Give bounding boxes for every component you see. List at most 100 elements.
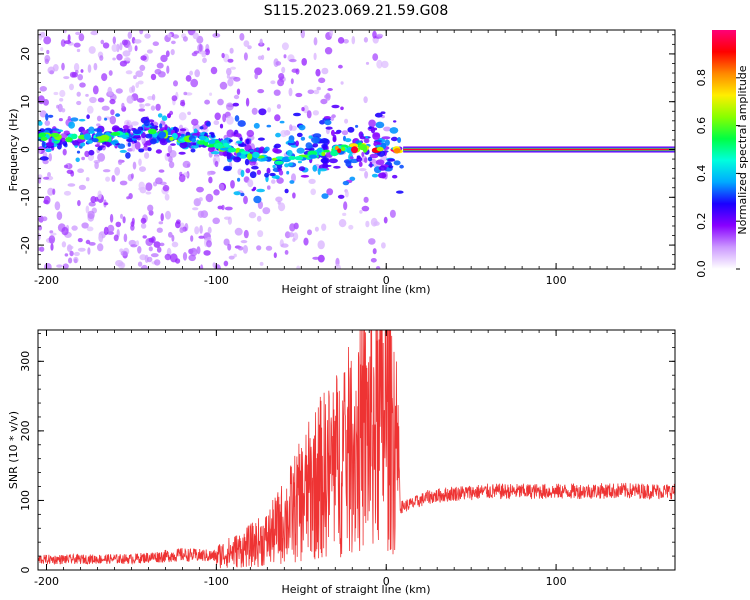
heatmap-blob	[202, 57, 207, 64]
heatmap-blob	[179, 227, 184, 234]
heatmap-blob	[153, 241, 161, 248]
heatmap-blob	[190, 235, 194, 242]
heatmap-blob	[310, 188, 317, 196]
heatmap-blob	[296, 147, 305, 154]
heatmap-blob	[119, 149, 127, 153]
heatmap-blob	[358, 161, 363, 167]
heatmap-blob	[362, 146, 368, 153]
heatmap-blob	[167, 33, 172, 38]
heatmap-blob	[140, 223, 147, 229]
heatmap-blob	[145, 182, 153, 191]
heatmap-blob	[355, 124, 359, 128]
heatmap-blob	[131, 121, 139, 126]
heatmap-blob	[340, 146, 346, 152]
heatmap-blob	[242, 245, 248, 254]
heatmap-blob	[191, 138, 197, 143]
heatmap-blob	[371, 173, 379, 178]
snr-xtick-label: 100	[546, 575, 567, 588]
heatmap-blob	[81, 156, 85, 161]
heatmap-blob	[130, 221, 135, 227]
heatmap-blob	[43, 176, 50, 180]
heatmap-blob	[207, 139, 216, 144]
heatmap-blob	[63, 164, 69, 169]
heatmap-blob	[79, 82, 86, 88]
heatmap-blob	[288, 87, 293, 97]
heatmap-blob	[393, 148, 401, 153]
heatmap-blob	[122, 216, 126, 224]
heatmap-blob	[136, 97, 145, 103]
heatmap-blob	[189, 247, 198, 257]
heatmap-blob	[393, 120, 397, 123]
heatmap-blob	[196, 246, 201, 255]
heatmap-blob	[91, 138, 99, 143]
heatmap-blob	[288, 232, 295, 238]
heatmap-blob	[93, 128, 101, 132]
snr-xtick-label: -200	[34, 575, 59, 588]
heatmap-blob	[106, 231, 114, 235]
heatmap-blob	[230, 180, 235, 189]
heatmap-blob	[205, 193, 214, 203]
heatmap-blob	[194, 226, 200, 235]
heatmap-blob	[237, 120, 246, 127]
heatmap-blob	[97, 243, 104, 252]
heatmap-blob	[135, 240, 140, 247]
heatmap-blob	[368, 238, 376, 245]
heatmap-blob	[112, 57, 116, 61]
heatmap-blob	[338, 219, 347, 228]
heatmap-blob	[296, 132, 303, 138]
heatmap-blob	[137, 261, 143, 267]
heatmap-blob	[165, 50, 170, 57]
heatmap-blob	[214, 190, 220, 196]
heatmap-blob	[154, 259, 161, 266]
heatmap-blob	[349, 176, 356, 181]
heatmap-blob	[240, 169, 245, 178]
heatmap-blob	[160, 54, 168, 63]
heatmap-blob	[86, 139, 94, 144]
heatmap-carrier-line	[403, 148, 675, 151]
heatmap-blob	[167, 145, 173, 154]
heatmap-blob	[348, 224, 354, 230]
heatmap-blob	[192, 207, 199, 211]
spectrogram-xtick-label: -200	[34, 274, 59, 287]
heatmap-blob	[340, 81, 344, 85]
heatmap-blob	[229, 47, 234, 54]
heatmap-blob	[159, 138, 168, 146]
heatmap-blob	[363, 37, 368, 43]
heatmap-blob	[73, 251, 80, 257]
heatmap-blob	[226, 74, 231, 79]
heatmap-blob	[262, 207, 271, 215]
heatmap-blob	[301, 58, 308, 66]
heatmap-blob	[67, 116, 72, 121]
heatmap-blob	[287, 139, 295, 144]
heatmap-blob	[110, 141, 116, 145]
heatmap-blob	[166, 153, 170, 157]
heatmap-blob	[171, 95, 178, 102]
heatmap-blob	[68, 121, 75, 129]
heatmap-blob	[396, 190, 404, 194]
heatmap-blob	[39, 156, 49, 161]
heatmap-blob	[182, 160, 191, 168]
heatmap-blob	[99, 55, 104, 61]
colorbar-tick-label: 0.0	[695, 260, 708, 278]
heatmap-blob	[345, 160, 352, 167]
heatmap-blob	[280, 130, 288, 138]
heatmap-blob	[219, 123, 224, 129]
heatmap-blob	[130, 173, 134, 180]
heatmap-blob	[90, 30, 99, 36]
heatmap-blob	[234, 227, 243, 236]
heatmap-blob	[239, 137, 243, 142]
heatmap-blob	[258, 108, 267, 116]
heatmap-blob	[71, 133, 78, 140]
heatmap-blob	[188, 254, 196, 262]
heatmap-blob	[59, 98, 64, 102]
heatmap-blob	[210, 151, 220, 155]
heatmap-blob	[102, 141, 108, 145]
heatmap-blob	[146, 49, 153, 54]
heatmap-blob	[64, 40, 72, 44]
heatmap-blob	[204, 48, 210, 56]
heatmap-blob	[67, 183, 76, 187]
heatmap-blob	[150, 105, 156, 111]
heatmap-blob	[64, 253, 69, 257]
heatmap-blob	[272, 147, 279, 153]
heatmap-blob	[115, 113, 121, 117]
